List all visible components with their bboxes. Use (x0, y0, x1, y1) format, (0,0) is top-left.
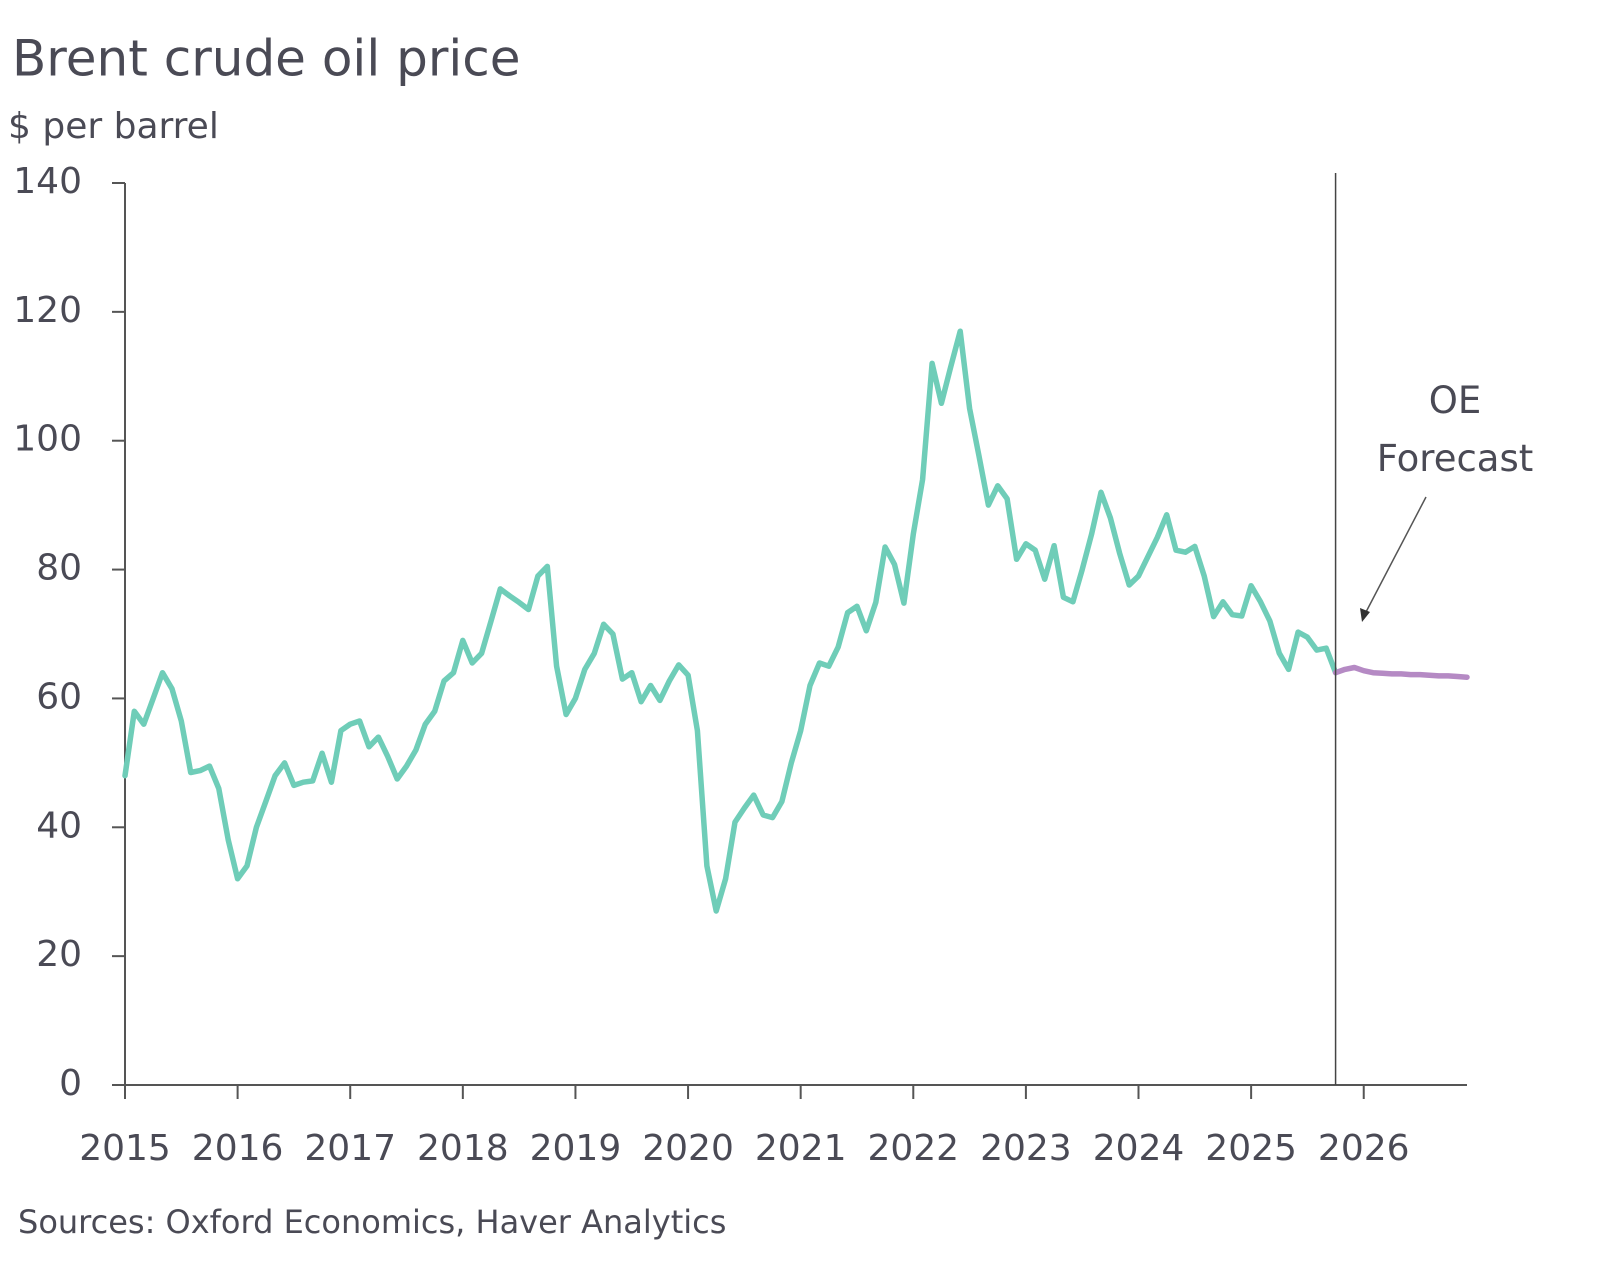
x-tick-label: 2016 (192, 1128, 284, 1169)
y-tick-label: 80 (36, 548, 82, 589)
x-tick-label: 2022 (867, 1128, 959, 1169)
x-tick-label: 2021 (755, 1128, 847, 1169)
x-tick-label: 2020 (642, 1128, 734, 1169)
y-tick-label: 120 (13, 290, 82, 331)
y-tick-label: 140 (13, 161, 82, 202)
source: Sources: Oxford Economics, Haver Analyti… (18, 1203, 726, 1241)
x-tick-label: 2025 (1205, 1128, 1297, 1169)
annotation: OE Forecast (1376, 379, 1534, 480)
y-tick-label: 20 (36, 934, 82, 975)
x-tick-label: 2026 (1318, 1128, 1410, 1169)
x-tick-label: 2024 (1093, 1128, 1185, 1169)
x-tick-label: 2015 (79, 1128, 171, 1169)
line-series (1332, 664, 1470, 680)
chart-title: Brent crude oil price (12, 30, 521, 88)
y-tick-label: 60 (36, 676, 82, 717)
y-tick-label: 40 (36, 805, 82, 846)
line-series (122, 328, 1339, 914)
x-tick-label: 2023 (980, 1128, 1072, 1169)
x-tick-label: 2019 (530, 1128, 622, 1169)
subtitle: $ per barrel (8, 106, 219, 147)
annotation-arrow (1365, 496, 1427, 613)
arrow-head (1360, 608, 1370, 622)
y-tick-label: 0 (59, 1063, 82, 1104)
x-tick-label: 2017 (304, 1128, 396, 1169)
y-tick-label: 100 (13, 419, 82, 460)
x-tick-label: 2018 (417, 1128, 509, 1169)
